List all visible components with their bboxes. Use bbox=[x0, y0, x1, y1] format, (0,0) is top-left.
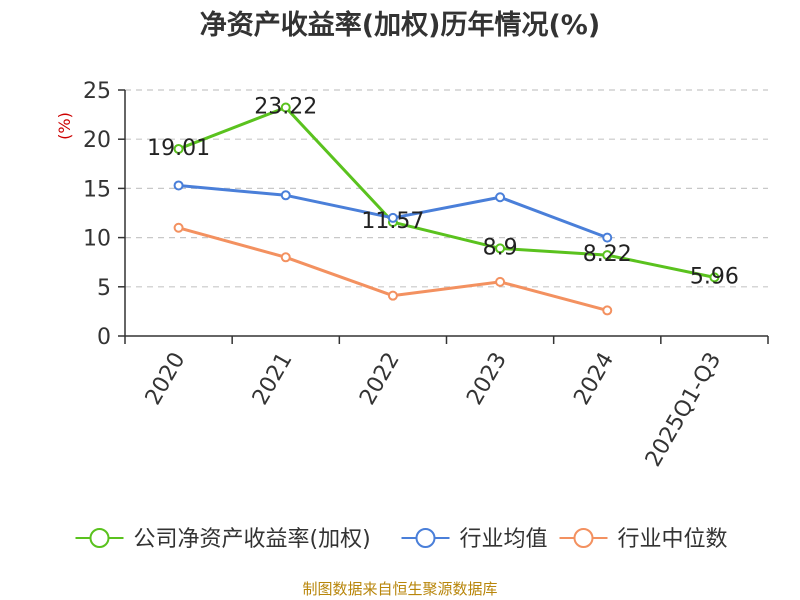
series-point-1 bbox=[602, 232, 613, 243]
legend-label: 行业中位数 bbox=[618, 527, 728, 552]
series-point-0 bbox=[280, 102, 291, 113]
data-label: 5.96 bbox=[690, 264, 739, 289]
data-label: 19.01 bbox=[147, 136, 210, 161]
data-label: 8.9 bbox=[483, 235, 518, 260]
series-point-0 bbox=[495, 243, 506, 254]
x-tick-label: 2024 bbox=[569, 348, 619, 409]
series-point-1 bbox=[280, 190, 291, 201]
legend-marker-icon bbox=[89, 528, 110, 548]
legend-marker-icon bbox=[573, 528, 594, 548]
source-note: 制图数据来自恒生聚源数据库 bbox=[302, 580, 497, 598]
x-tick-label: 2022 bbox=[355, 348, 405, 409]
legend-item-2[interactable]: 行业中位数 bbox=[559, 527, 728, 552]
series-point-1 bbox=[173, 180, 184, 191]
x-tick-label: 2021 bbox=[248, 348, 298, 409]
series-point-2 bbox=[495, 276, 506, 287]
x-tick-label: 2025Q1-Q3 bbox=[641, 348, 726, 471]
legend-label: 行业均值 bbox=[460, 527, 548, 552]
data-label: 8.22 bbox=[583, 242, 632, 267]
x-tick-label: 2020 bbox=[141, 348, 191, 409]
series-lines bbox=[173, 102, 720, 316]
gridlines bbox=[125, 89, 768, 288]
y-tick-label: 10 bbox=[83, 227, 111, 252]
series-point-2 bbox=[387, 290, 398, 301]
series-point-2 bbox=[602, 305, 613, 316]
series-point-2 bbox=[280, 252, 291, 263]
series-point-0 bbox=[602, 250, 613, 261]
y-tick-label: 15 bbox=[83, 177, 111, 202]
data-labels: 19.01 23.22 11.57 8.9 8.22 5.96 bbox=[147, 95, 739, 290]
data-label: 11.57 bbox=[361, 209, 424, 234]
x-tick-label: 2023 bbox=[462, 348, 512, 409]
y-tick-label: 0 bbox=[97, 325, 111, 350]
series-point-0 bbox=[709, 272, 720, 283]
legend[interactable]: 公司净资产收益率(加权) 行业均值 行业中位数 bbox=[75, 527, 728, 552]
series-line-0 bbox=[178, 106, 715, 279]
series-point-0 bbox=[173, 143, 184, 154]
legend-item-0[interactable]: 公司净资产收益率(加权) bbox=[75, 527, 371, 552]
legend-label: 公司净资产收益率(加权) bbox=[134, 527, 371, 552]
legend-item-1[interactable]: 行业均值 bbox=[401, 527, 548, 552]
series-point-1 bbox=[387, 212, 398, 223]
y-tick-label: 5 bbox=[97, 276, 111, 301]
chart-title: 净资产收益率(加权)历年情况(%) bbox=[200, 9, 600, 41]
series-point-2 bbox=[173, 222, 184, 233]
data-label: 23.22 bbox=[254, 95, 317, 120]
y-axis-label: (%) bbox=[55, 112, 74, 140]
series-point-1 bbox=[495, 192, 506, 203]
legend-marker-icon bbox=[415, 528, 436, 548]
y-tick-label: 25 bbox=[83, 79, 111, 104]
y-tick-label: 20 bbox=[83, 128, 111, 153]
